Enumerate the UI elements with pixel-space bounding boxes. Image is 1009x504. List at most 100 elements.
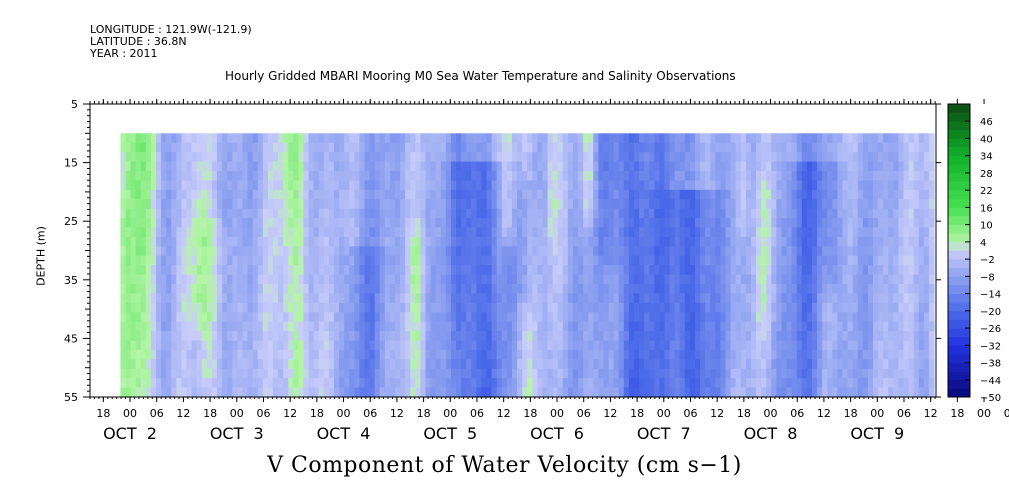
heatmap-cell [201, 302, 208, 313]
heatmap-cell [689, 331, 696, 342]
heatmap-cell [923, 359, 930, 370]
heatmap-cell [532, 180, 538, 191]
heatmap-cell [883, 302, 889, 313]
heatmap-cell [639, 152, 645, 163]
heatmap-cell [211, 255, 218, 266]
heatmap-cell [781, 199, 788, 210]
heatmap-cell [857, 387, 864, 398]
heatmap-cell [720, 142, 727, 153]
heatmap-cell [278, 293, 284, 304]
heatmap-cell [349, 359, 355, 370]
heatmap-cell [740, 302, 747, 313]
heatmap-cell [557, 236, 564, 247]
heatmap-cell [374, 227, 381, 238]
heatmap-cell [232, 142, 238, 153]
heatmap-cell [400, 293, 406, 304]
heatmap-cell [898, 312, 905, 323]
heatmap-cell [237, 227, 244, 238]
heatmap-cell [166, 236, 172, 247]
heatmap-cell [374, 274, 381, 285]
heatmap-cell [222, 189, 228, 200]
heatmap-cell [618, 218, 625, 229]
heatmap-cell [771, 170, 777, 181]
heatmap-cell [766, 218, 772, 229]
heatmap-cell [644, 265, 650, 276]
heatmap-cell [735, 340, 742, 351]
heatmap-cell [303, 331, 310, 342]
heatmap-cell [537, 227, 544, 238]
heatmap-cell [781, 340, 788, 351]
heatmap-cell [191, 274, 198, 285]
heatmap-cell [318, 387, 325, 398]
heatmap-cell [710, 274, 716, 285]
heatmap-cell [842, 283, 849, 295]
heatmap-cell [603, 180, 610, 191]
heatmap-cell [384, 274, 391, 285]
heatmap-cell [827, 180, 833, 191]
heatmap-cell [344, 227, 350, 238]
heatmap-cell [735, 246, 742, 257]
heatmap-cell [674, 331, 681, 342]
heatmap-cell [817, 218, 823, 229]
heatmap-cell [130, 359, 137, 370]
heatmap-cell [410, 331, 416, 342]
heatmap-cell [145, 274, 152, 285]
heatmap-cell [700, 170, 706, 181]
heatmap-cell [181, 142, 188, 153]
heatmap-cell [791, 321, 798, 332]
heatmap-cell [349, 312, 355, 323]
heatmap-cell [613, 199, 620, 210]
heatmap-cell [908, 312, 915, 323]
heatmap-cell [822, 331, 828, 342]
heatmap-cell [527, 359, 533, 370]
heatmap-cell [867, 265, 874, 276]
heatmap-cell [384, 340, 391, 351]
heatmap-cell [745, 199, 752, 210]
heatmap-cell [837, 161, 844, 172]
heatmap-cell [252, 142, 259, 153]
year-label: YEAR : 2011 [90, 47, 158, 60]
heatmap-cell [578, 378, 584, 389]
heatmap-cell [267, 152, 274, 163]
heatmap-cell [710, 218, 716, 229]
heatmap-cell [247, 161, 254, 172]
heatmap-cell [257, 208, 264, 219]
heatmap-cell [217, 265, 223, 276]
heatmap-cell [333, 331, 340, 342]
heatmap-cell [700, 265, 706, 276]
heatmap-cell [130, 293, 137, 304]
heatmap-cell [547, 331, 554, 342]
heatmap-cell [140, 227, 147, 238]
heatmap-cell [120, 293, 127, 304]
heatmap-cell [501, 161, 508, 172]
heatmap-cell [247, 340, 254, 351]
heatmap-cell [725, 133, 732, 144]
heatmap-cell [156, 142, 162, 153]
heatmap-cell [781, 208, 788, 219]
heatmap-cell [562, 302, 569, 313]
heatmap-cell [893, 246, 899, 257]
heatmap-cell [664, 208, 671, 219]
heatmap-cell [562, 387, 569, 398]
heatmap-cell [852, 208, 859, 219]
heatmap-cell [313, 161, 320, 172]
heatmap-cell [583, 340, 589, 351]
heatmap-cell [298, 274, 305, 285]
heatmap-cell [776, 312, 783, 323]
heatmap-cell [588, 368, 594, 379]
heatmap-cell [125, 302, 132, 313]
heatmap-cell [278, 208, 284, 219]
heatmap-cell [705, 331, 711, 342]
heatmap-cell [191, 293, 198, 304]
heatmap-cell [822, 359, 828, 370]
heatmap-cell [745, 180, 752, 191]
heatmap-cell [333, 312, 340, 323]
heatmap-cell [247, 283, 254, 295]
heatmap-cell [649, 255, 655, 266]
heatmap-cell [288, 236, 294, 247]
heatmap-cell [654, 180, 661, 191]
heatmap-cell [476, 312, 483, 323]
heatmap-cell [872, 359, 879, 370]
heatmap-cell [598, 199, 605, 210]
heatmap-cell [705, 368, 711, 379]
